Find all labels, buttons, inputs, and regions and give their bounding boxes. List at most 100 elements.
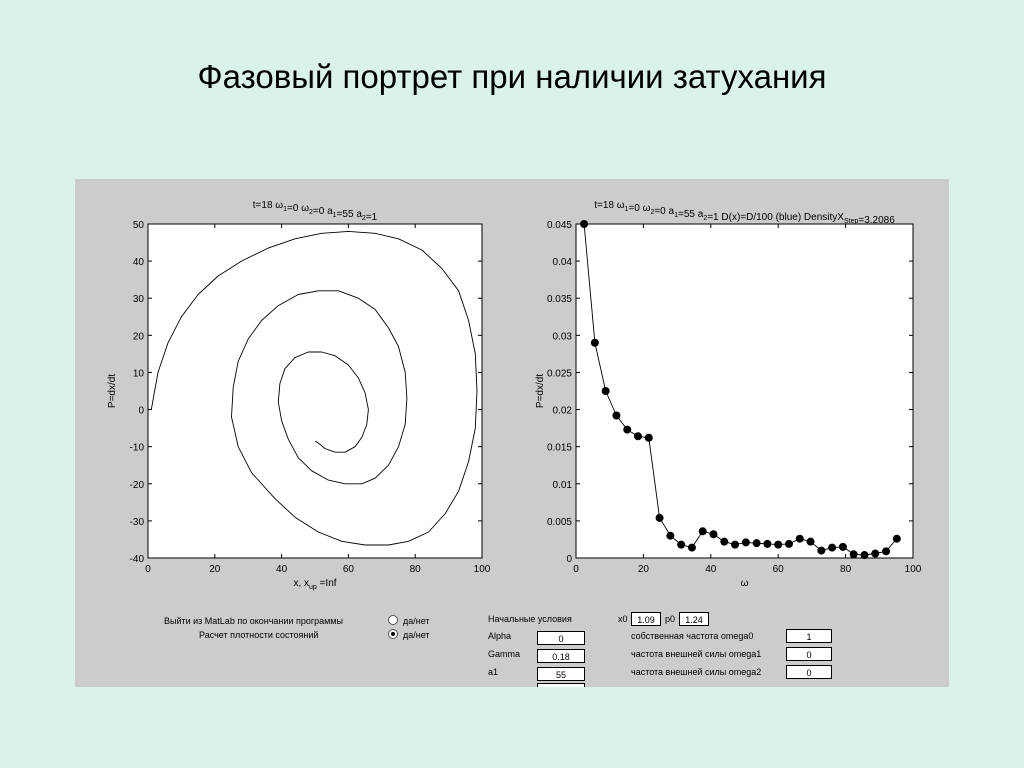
y-tick-label: -20 xyxy=(130,480,145,491)
x-tick-label: 0 xyxy=(145,564,151,575)
y-tick-label: -30 xyxy=(130,517,145,528)
chart-title: t=18 ω1=0 ω2=0 a1=55 a2=1 xyxy=(253,200,378,223)
data-point xyxy=(849,550,858,559)
exit-matlab-radio[interactable] xyxy=(388,615,398,625)
chart-2: 0 20 40 60 80 100 0.045 0.04 0.035 0.03 0.025 0.02 0… xyxy=(535,220,922,589)
data-point xyxy=(763,539,772,548)
y-tick-label: 0.025 xyxy=(547,368,572,379)
density-option: да/нет xyxy=(403,630,430,640)
data-point xyxy=(871,549,880,558)
y-tick-label: 0.03 xyxy=(553,331,573,342)
y-tick-label: 30 xyxy=(133,294,145,305)
data-point xyxy=(623,425,632,434)
series-line xyxy=(150,230,478,546)
x-tick-label: 80 xyxy=(840,564,852,575)
omega2-input[interactable]: 0 xyxy=(786,665,832,679)
data-point xyxy=(806,537,815,546)
y-tick-label: 0.045 xyxy=(547,220,572,231)
data-point xyxy=(838,542,847,551)
omega0-input[interactable]: 1 xyxy=(786,629,832,643)
x-tick-label: 100 xyxy=(474,564,491,575)
data-point xyxy=(709,530,718,539)
data-point xyxy=(752,539,761,548)
x-tick-label: 20 xyxy=(638,564,650,575)
data-point xyxy=(655,513,664,522)
data-point xyxy=(590,338,599,347)
x-tick-label: 40 xyxy=(276,564,288,575)
data-point xyxy=(720,537,729,546)
x-tick-label: 0 xyxy=(573,564,579,575)
y-tick-label: 0.015 xyxy=(547,443,572,454)
density-label: Расчет плотности состояний xyxy=(199,630,319,640)
x-axis-label: ω xyxy=(741,578,749,589)
data-point xyxy=(795,534,804,543)
a2-input-partial[interactable] xyxy=(537,683,585,687)
alpha-input[interactable]: 0 xyxy=(537,631,585,645)
data-point xyxy=(612,411,621,420)
y-tick-label: 0.01 xyxy=(553,480,573,491)
exit-matlab-option: да/нет xyxy=(403,616,430,626)
y-axis-label: P=dx/dt xyxy=(107,374,118,408)
omega1-label: частота внешней силы omega1 xyxy=(631,649,762,659)
omega1-input[interactable]: 0 xyxy=(786,647,832,661)
gamma-input[interactable]: 0.18 xyxy=(537,649,585,663)
data-point xyxy=(784,539,793,548)
plots-canvas: 0 20 40 60 80 10050403020100-10-20-30-40P=dx/… xyxy=(107,200,922,591)
x-tick-label: 20 xyxy=(209,564,221,575)
data-point xyxy=(677,540,686,549)
y-tick-label: 20 xyxy=(133,331,145,342)
data-point xyxy=(687,543,696,552)
data-point xyxy=(634,432,643,441)
data-point xyxy=(698,527,707,536)
x-tick-label: 80 xyxy=(410,564,422,575)
y-tick-label: 50 xyxy=(133,220,145,231)
data-point xyxy=(860,551,869,560)
exit-matlab-label: Выйти из MatLab по окончании программы xyxy=(164,616,343,626)
chart-title: t=18 ω1=0 ω2=0 a1=55 a2=1 D(x)=D/100 (bl… xyxy=(594,200,895,226)
a1-label: a1 xyxy=(488,667,499,677)
data-point xyxy=(828,543,837,552)
p0-label: p0 xyxy=(665,614,676,624)
omega0-label: собственная частота omega0 xyxy=(631,631,754,641)
omega2-label: частота внешней силы omega2 xyxy=(631,667,762,677)
y-axis-label: P=dx/dt xyxy=(535,374,546,408)
x-tick-label: 60 xyxy=(343,564,355,575)
x-tick-label: 100 xyxy=(905,564,922,575)
y-tick-label: 0 xyxy=(138,406,144,417)
chart-1: 0 20 40 60 80 10050403020100-10-20-30-40P=dx/… xyxy=(107,220,491,591)
y-tick-label: 0.02 xyxy=(553,406,573,417)
y-tick-label: 0.035 xyxy=(547,294,572,305)
y-tick-label: -40 xyxy=(130,554,145,565)
y-tick-label: 0.005 xyxy=(547,517,572,528)
x-tick-label: 40 xyxy=(705,564,717,575)
alpha-label: Alpha xyxy=(488,631,512,641)
data-point xyxy=(817,546,826,555)
data-point xyxy=(580,220,589,228)
data-point xyxy=(731,540,740,549)
y-tick-label: 0 xyxy=(566,554,572,565)
y-tick-label: 0.04 xyxy=(553,257,573,268)
data-point xyxy=(882,547,891,556)
plot-area xyxy=(575,223,914,559)
x0-input[interactable]: 1.09 xyxy=(631,612,661,626)
slide-title: Фазовый портрет при наличии затухания xyxy=(197,58,827,95)
data-point xyxy=(644,433,653,442)
x-axis-label: x, xup =Inf xyxy=(293,578,336,591)
y-tick-label: 10 xyxy=(133,368,145,379)
matlab-figure-window: 0 20 40 60 80 100 50 40 30 20 10 0 -10 -20 -30 -40 P=dx/… xyxy=(75,179,949,687)
initial-conditions-label: Начальные условия xyxy=(488,614,572,624)
data-point xyxy=(741,538,750,547)
y-tick-label: 40 xyxy=(133,257,145,268)
data-point xyxy=(666,531,675,540)
density-radio[interactable] xyxy=(388,629,398,639)
y-tick-label: -10 xyxy=(130,443,145,454)
x0-label: x0 xyxy=(618,614,628,624)
data-point xyxy=(892,534,901,543)
gamma-label: Gamma xyxy=(488,649,521,659)
x-tick-label: 60 xyxy=(773,564,785,575)
data-point xyxy=(774,540,783,549)
data-point xyxy=(601,387,610,395)
p0-input[interactable]: 1.24 xyxy=(679,612,709,626)
plot-area xyxy=(147,223,483,559)
a1-input[interactable]: 55 xyxy=(537,667,585,681)
